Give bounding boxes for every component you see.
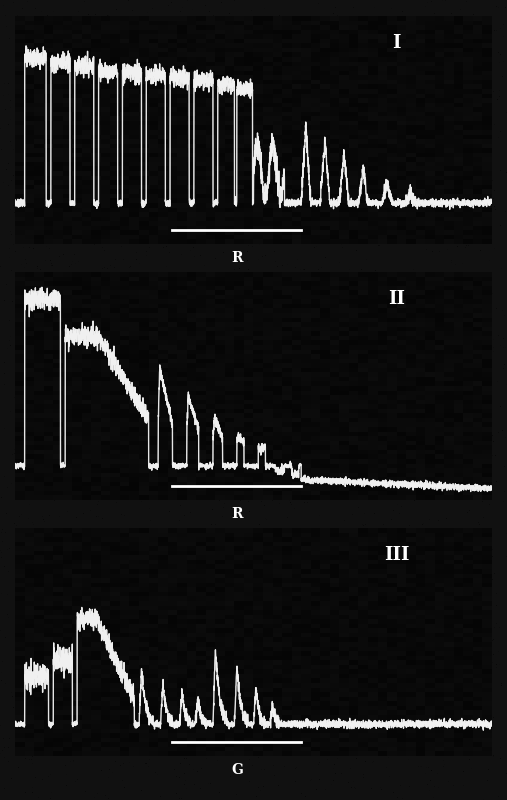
Text: R: R	[231, 507, 242, 521]
Text: III: III	[384, 546, 409, 564]
Text: I: I	[392, 34, 401, 52]
Text: R: R	[231, 251, 242, 265]
Text: II: II	[388, 290, 405, 308]
Text: G: G	[231, 763, 243, 777]
